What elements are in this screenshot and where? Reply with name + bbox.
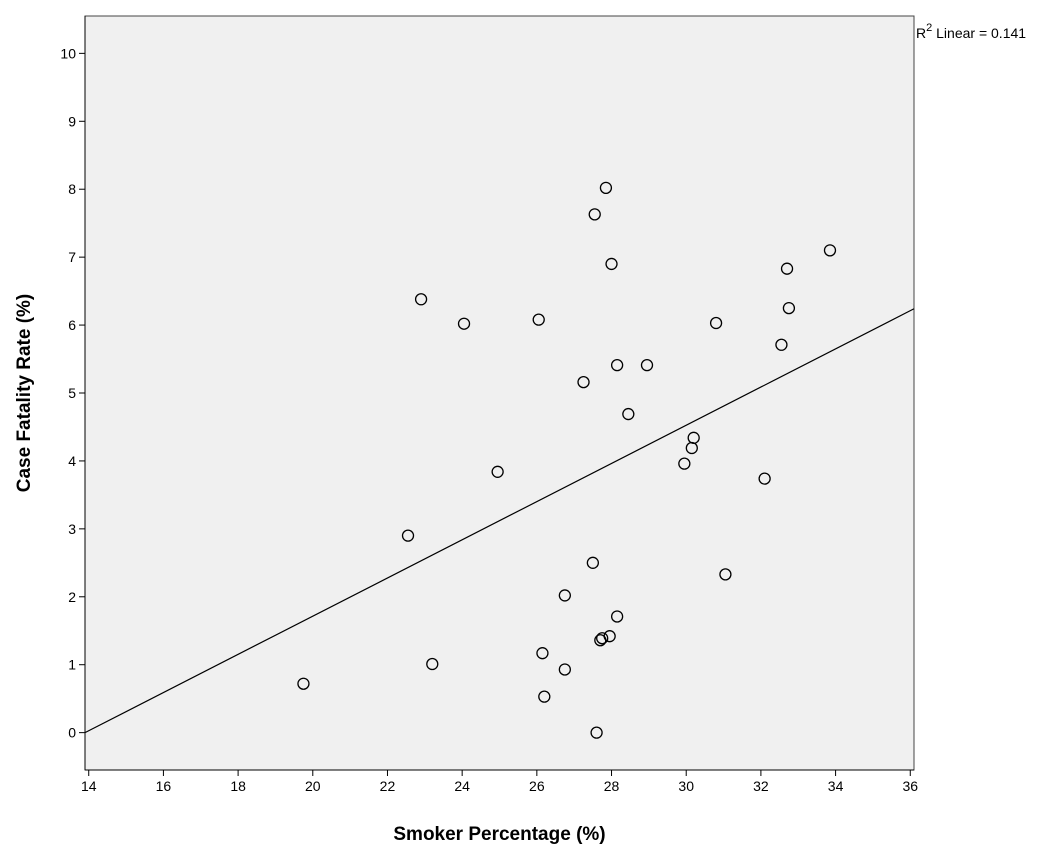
data-point <box>577 375 590 389</box>
y-tick-label: 1 <box>68 657 76 673</box>
data-point <box>599 181 613 195</box>
data-point <box>610 610 624 623</box>
x-tick-label: 16 <box>156 778 172 794</box>
y-tick-label: 6 <box>68 317 76 333</box>
data-point <box>780 262 794 275</box>
y-tick-label: 10 <box>60 45 76 61</box>
data-point <box>640 358 654 372</box>
data-point <box>558 589 571 602</box>
y-tick-label: 3 <box>68 521 76 537</box>
data-point <box>782 301 796 315</box>
y-tick-label: 0 <box>68 725 76 741</box>
x-tick-label: 14 <box>81 778 97 794</box>
r2-superscript: 2 <box>926 22 932 34</box>
data-point <box>457 317 471 330</box>
data-point <box>588 208 601 221</box>
data-point <box>605 257 618 271</box>
y-tick-label: 9 <box>68 113 76 129</box>
x-axis-title: Smoker Percentage (%) <box>393 824 605 845</box>
y-tick-label: 2 <box>68 589 76 605</box>
r2-value: Linear = 0.141 <box>932 25 1026 41</box>
x-tick-label: 34 <box>828 778 844 794</box>
regression-line <box>84 308 915 734</box>
data-point <box>687 431 700 444</box>
x-axis-ticks: 14 16 18 20 22 24 26 28 30 32 34 36 <box>81 770 918 794</box>
x-tick-label: 18 <box>230 778 246 794</box>
data-point <box>532 313 545 326</box>
data-point <box>558 663 571 676</box>
x-tick-label: 36 <box>902 778 918 794</box>
y-axis-title: Case Fatality Rate (%) <box>14 294 35 493</box>
y-tick-label: 4 <box>68 453 76 469</box>
data-point <box>491 465 504 478</box>
data-point <box>297 677 310 690</box>
x-tick-label: 20 <box>305 778 321 794</box>
data-point <box>610 358 624 372</box>
plot-area <box>84 15 915 771</box>
data-point <box>586 556 600 569</box>
x-tick-label: 26 <box>529 778 545 794</box>
x-tick-label: 22 <box>380 778 396 794</box>
data-point <box>536 647 549 660</box>
x-tick-label: 24 <box>454 778 470 794</box>
y-tick-label: 8 <box>68 181 76 197</box>
data-point <box>719 568 732 581</box>
x-tick-label: 30 <box>678 778 694 794</box>
data-point <box>590 726 603 739</box>
data-point <box>775 338 788 351</box>
r2-annotation: R2 Linear = 0.141 <box>916 22 1026 41</box>
y-tick-label: 7 <box>68 249 76 265</box>
data-points <box>297 181 837 739</box>
data-point <box>414 293 428 306</box>
data-point <box>823 244 837 257</box>
x-tick-label: 32 <box>753 778 769 794</box>
y-tick-label: 5 <box>68 385 76 401</box>
data-point <box>596 632 609 645</box>
x-tick-label: 28 <box>604 778 620 794</box>
data-point <box>678 457 691 470</box>
data-point <box>426 657 439 671</box>
data-point <box>622 407 635 421</box>
data-point <box>709 316 723 330</box>
data-point <box>758 472 771 485</box>
data-point <box>603 630 616 643</box>
data-point <box>538 690 551 703</box>
data-point <box>401 529 415 542</box>
y-axis-ticks: 0 1 2 3 4 5 6 7 8 9 10 <box>60 45 85 741</box>
r2-prefix: R <box>916 25 926 41</box>
